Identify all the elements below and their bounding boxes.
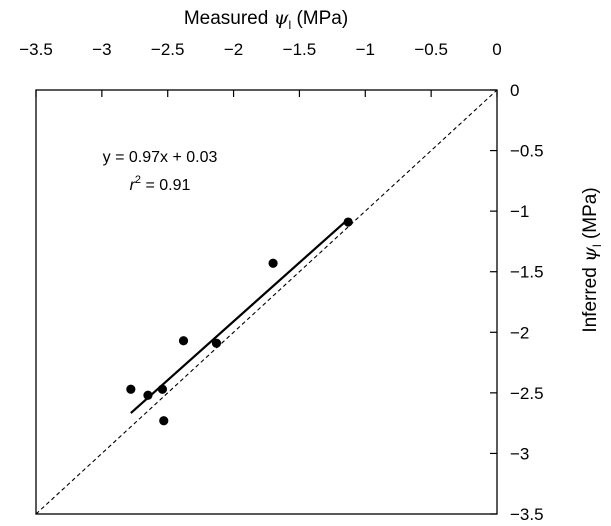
y-axis-ticks: 0 −0.5 −1 −1.5 −2 −2.5 −3 −3.5: [490, 81, 544, 524]
x-tick-label: −3.5: [19, 40, 53, 59]
x-tick-label: −0.5: [414, 40, 448, 59]
x-tick-label: −1.5: [283, 40, 317, 59]
r-squared-annotation: r2 = 0.91: [130, 174, 191, 194]
regression-line: [130, 218, 349, 414]
r-squared-symbol: r: [130, 177, 136, 194]
y-tick-label: −2: [510, 323, 529, 342]
plot-frame: [35, 89, 498, 515]
x-tick-label: 0: [492, 40, 501, 59]
x-axis-title: Measured ψl (MPa): [184, 7, 348, 32]
y-axis-title-subscript: l: [590, 244, 604, 247]
y-axis-title-main: Inferred: [580, 262, 601, 333]
x-axis-title-symbol: ψ: [274, 7, 290, 29]
y-tick-label: −0.5: [510, 142, 544, 161]
y-tick-label: −1.5: [510, 263, 544, 282]
r-squared-value: = 0.91: [141, 177, 190, 194]
one-to-one-reference-line: [35, 89, 498, 515]
data-point: [126, 384, 136, 394]
x-axis-ticks: −3.5 −3 −2.5 −2 −1.5 −1 −0.5 0: [19, 40, 502, 97]
y-tick-label: −3.5: [510, 505, 544, 524]
y-tick-label: 0: [510, 81, 519, 100]
y-tick-label: −2.5: [510, 384, 544, 403]
x-tick-label: −2.5: [151, 40, 185, 59]
r-squared-superscript: 2: [135, 174, 141, 186]
x-axis-title-main: Measured: [184, 8, 274, 29]
x-axis-title-subscript: l: [289, 18, 292, 32]
data-point: [143, 390, 153, 400]
data-point: [268, 258, 278, 268]
x-tick-label: −1: [356, 40, 375, 59]
x-tick-label: −3: [92, 40, 111, 59]
data-points: [126, 217, 353, 426]
data-point: [343, 217, 353, 227]
data-point: [211, 338, 222, 348]
regression-equation: y = 0.97x + 0.03: [103, 149, 218, 166]
y-tick-label: −1: [510, 202, 529, 221]
y-axis-title-unit: (MPa): [580, 187, 601, 244]
data-point: [157, 384, 168, 394]
x-axis-title-unit: (MPa): [291, 8, 348, 29]
y-tick-label: −3: [510, 444, 529, 463]
y-axis-title-symbol: ψ: [579, 246, 601, 262]
data-point: [178, 336, 189, 346]
data-point: [159, 416, 169, 426]
y-axis-title: Inferred ψl (MPa): [579, 187, 604, 332]
x-tick-label: −2: [224, 40, 243, 59]
